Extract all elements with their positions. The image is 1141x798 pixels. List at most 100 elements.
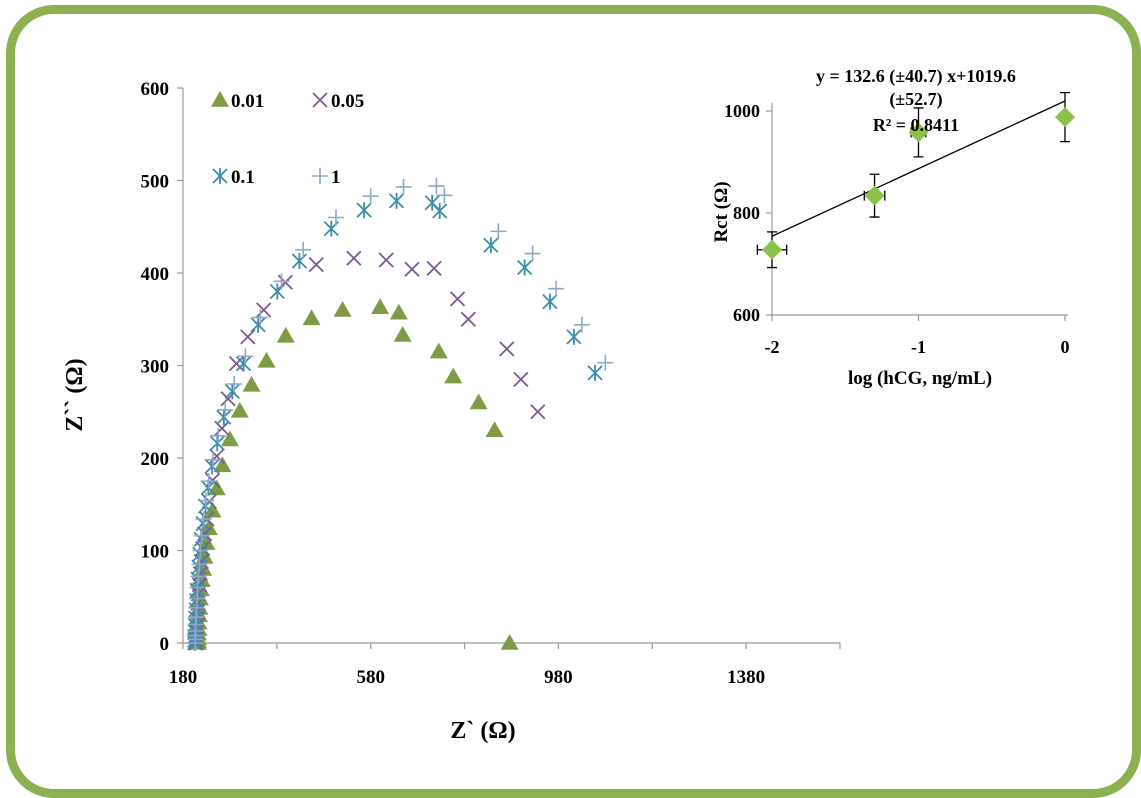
legend-label: 0.05: [331, 91, 364, 112]
data-point: [461, 312, 475, 326]
data-point: [357, 202, 371, 218]
inset-y-axis-title: Rct (Ω): [711, 181, 732, 242]
main-x-tick-label: 180: [169, 667, 198, 688]
legend-label: 1: [331, 167, 341, 188]
data-point: [277, 327, 295, 343]
data-point: [303, 309, 321, 325]
inset-y-tick-label: 1000: [724, 101, 760, 121]
series-0.1: [188, 193, 602, 651]
data-point: [484, 237, 498, 253]
legend-label: 0.1: [231, 167, 255, 188]
data-point: [501, 634, 519, 650]
data-point: [525, 246, 541, 262]
legend-label: 0.01: [231, 91, 264, 112]
data-point: [396, 179, 412, 195]
data-point: [371, 298, 389, 314]
main-x-tick-label: 580: [356, 667, 385, 688]
data-point: [567, 329, 581, 345]
main-data-points: [187, 178, 613, 651]
data-point: [243, 376, 261, 392]
data-point: [500, 342, 514, 356]
data-point: [486, 421, 504, 437]
data-point: [226, 376, 242, 392]
legend-marker: [312, 168, 328, 184]
inset-chart: 600 800 1000 -2 -1 0 y = 132.6 (±40.7) x+101…: [711, 66, 1075, 389]
inset-equation-line-1: y = 132.6 (±40.7) x+1019.6: [816, 66, 1016, 87]
data-point: [237, 348, 253, 364]
main-y-ticks: 0 100 200 300 400 500 600: [141, 79, 184, 655]
data-point: [237, 356, 251, 372]
data-point: [292, 253, 306, 269]
data-point: [309, 258, 323, 272]
inset-x-tick-label: -1: [911, 337, 926, 357]
data-point: [390, 304, 408, 320]
data-point: [588, 365, 602, 381]
data-point: [217, 409, 231, 425]
main-y-tick-label: 500: [141, 172, 170, 193]
data-point: [241, 330, 255, 344]
main-legend: 0.01 0.05 0.1 1: [211, 91, 364, 188]
inset-x-tick-label: -2: [765, 337, 780, 357]
main-y-tick-label: 0: [160, 634, 170, 655]
inset-x-axis-title: log (hCG, ng/mL): [848, 368, 992, 389]
main-y-tick-label: 200: [141, 449, 170, 470]
data-point: [514, 372, 528, 386]
data-point: [347, 251, 361, 265]
data-point: [217, 402, 233, 418]
series-0.05: [189, 251, 545, 650]
data-point: [518, 259, 532, 275]
data-point: [379, 253, 393, 267]
data-point: [543, 294, 557, 310]
legend-marker: [313, 93, 327, 107]
legend-marker: [211, 91, 229, 107]
data-point: [257, 303, 271, 317]
data-point: [334, 301, 352, 317]
data-point: [428, 178, 444, 194]
data-point: [490, 223, 506, 239]
data-point: [436, 187, 452, 203]
inset-data-point: [1055, 107, 1075, 127]
data-point: [430, 343, 448, 359]
data-point: [470, 394, 488, 410]
data-point: [451, 292, 465, 306]
main-x-axis-title: Z` (Ω): [450, 718, 515, 744]
main-x-tick-label: 1380: [727, 667, 765, 688]
inset-y-tick-label: 600: [733, 305, 760, 325]
main-y-axis-title: Z`` (Ω): [62, 358, 88, 431]
main-y-tick-label: 600: [141, 79, 170, 100]
inset-data-point: [865, 186, 885, 206]
inset-data-point: [762, 240, 782, 260]
data-point: [427, 261, 441, 275]
data-point: [328, 210, 344, 226]
data-point: [394, 326, 412, 342]
inset-x-tick-label: 0: [1061, 337, 1070, 357]
data-point: [251, 317, 265, 333]
data-point: [363, 188, 379, 204]
series-1: [187, 178, 613, 651]
data-point: [295, 242, 311, 258]
data-point: [390, 193, 404, 209]
inset-y-tick-label: 800: [733, 203, 760, 223]
data-point: [210, 435, 224, 451]
inset-x-ticks: -2 -1 0: [765, 315, 1070, 357]
inset-r-squared: R² = 0.8411: [873, 115, 959, 135]
main-y-tick-label: 400: [141, 264, 170, 285]
data-point: [574, 317, 590, 333]
data-point: [444, 368, 462, 384]
series-0.01: [189, 298, 519, 650]
data-point: [531, 405, 545, 419]
main-y-tick-label: 300: [141, 357, 170, 378]
legend-marker: [213, 168, 227, 184]
data-point: [433, 203, 447, 219]
main-y-tick-label: 100: [141, 542, 170, 563]
inset-equation-line-2: (±52.7): [889, 89, 942, 110]
data-point: [258, 352, 276, 368]
data-point: [229, 357, 243, 371]
data-point: [274, 273, 290, 289]
data-point: [405, 262, 419, 276]
main-x-tick-label: 980: [544, 667, 573, 688]
data-point: [221, 431, 239, 447]
data-point: [225, 383, 239, 399]
